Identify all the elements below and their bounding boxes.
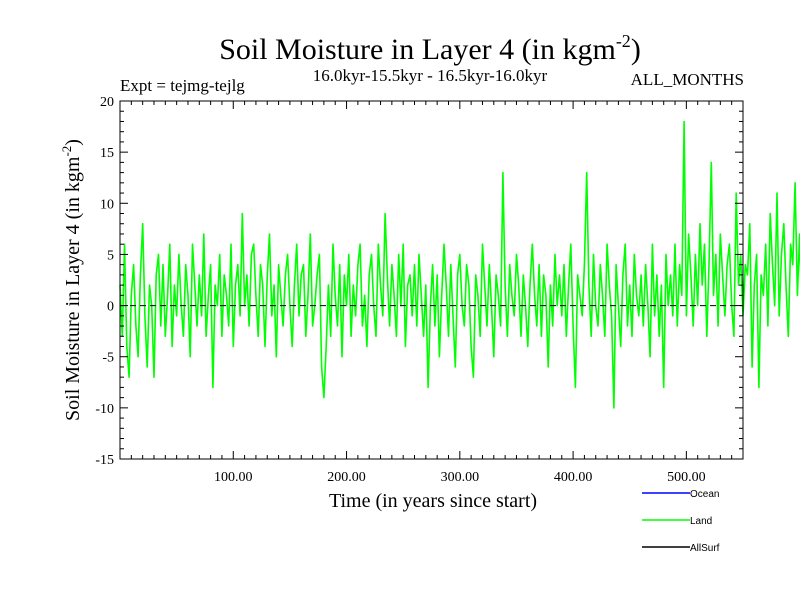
plot-frame [119,100,744,460]
y-tick-label: -15 [95,453,114,468]
y-tick-label: 5 [107,248,114,263]
y-axis-label: Soil Moisture in Layer 4 (in kgm-2) [59,139,84,421]
x-tick-label: 200.00 [327,470,366,485]
y-tick-label: -10 [95,402,114,417]
x-tick-label: 100.00 [214,470,253,485]
legend-label-land: Land [690,516,712,527]
y-tick-label: -5 [102,351,114,366]
x-tick-label: 400.00 [554,470,593,485]
series-line-land [119,120,800,409]
y-tick-label: 15 [100,146,114,161]
chart-title: Soil Moisture in Layer 4 (in kgm-2) [219,31,641,66]
x-axis-label: Time (in years since start) [329,490,537,512]
x-tick-label: 500.00 [667,470,706,485]
months-label: ALL_MONTHS [631,70,744,89]
legend-label-allsurf: AllSurf [690,543,720,554]
legend: Ocean Land AllSurf [642,489,720,554]
legend-label-ocean: Ocean [690,489,719,500]
y-tick-label: 0 [107,300,114,315]
plot-area: -15 -10 -5 0 5 10 15 20 100.00 200.00 300.00 400.00… [95,95,800,485]
experiment-label: Expt = tejmg-tejlg [120,76,245,95]
x-tick-label: 300.00 [441,470,480,485]
y-tick-label: 20 [100,95,114,110]
y-tick-label: 10 [100,197,114,212]
period-label: 16.0kyr-15.5kyr - 16.5kyr-16.0kyr [313,66,548,85]
